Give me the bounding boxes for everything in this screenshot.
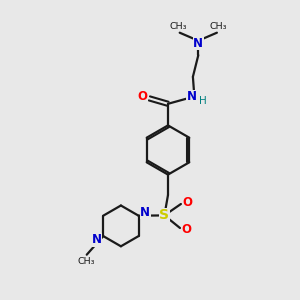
Text: O: O (182, 196, 193, 209)
Text: N: N (140, 206, 150, 219)
Text: N: N (92, 233, 102, 246)
Text: CH₃: CH₃ (77, 257, 95, 266)
Text: CH₃: CH₃ (210, 22, 227, 31)
Text: CH₃: CH₃ (169, 22, 187, 31)
Text: N: N (187, 90, 197, 104)
Text: H: H (199, 96, 207, 106)
Text: O: O (138, 89, 148, 103)
Text: S: S (159, 208, 170, 222)
Text: N: N (193, 37, 203, 50)
Text: O: O (182, 223, 192, 236)
